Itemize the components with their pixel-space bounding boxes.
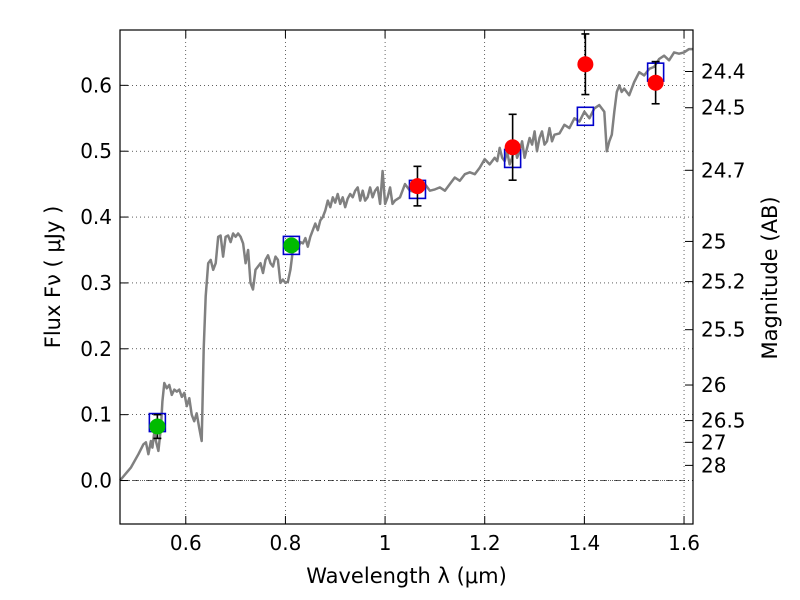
y2-tick-label: 24.7 <box>701 158 746 182</box>
observed-flux-point <box>283 237 300 254</box>
y-tick-label: 0.5 <box>80 139 112 163</box>
x-tick-label: 0.8 <box>270 531 302 555</box>
observed-flux-point <box>647 74 664 91</box>
x-tick-label: 1.4 <box>568 531 600 555</box>
observed-photometry-points <box>149 33 664 440</box>
plot-frame <box>119 29 694 525</box>
y2-tick-label: 25.2 <box>701 270 746 294</box>
x-tick-label: 1 <box>379 531 392 555</box>
y2-tick-label: 28 <box>701 453 726 477</box>
y2-tick-label: 24.5 <box>701 96 746 120</box>
y-tick-label: 0.2 <box>80 337 112 361</box>
x-tick-label: 1.6 <box>668 531 700 555</box>
y2-tick-label: 26 <box>701 373 726 397</box>
y-axis-label: Flux Fν ( μJy ) <box>41 206 65 349</box>
y-tick-label: 0.6 <box>80 73 112 97</box>
x-tick-label: 0.6 <box>170 531 202 555</box>
model-spectrum-line <box>119 47 693 482</box>
observed-flux-point <box>504 139 521 156</box>
x-axis-label: Wavelength λ (μm) <box>306 564 507 588</box>
right-y-axis-label: Magnitude (AB) <box>758 196 782 359</box>
model-photometry-squares <box>148 62 665 433</box>
y2-tick-label: 24.4 <box>701 59 746 83</box>
y-tick-label: 0.1 <box>80 403 112 427</box>
observed-flux-point <box>149 418 166 435</box>
axis-ticks: 0.6 0.8 1 1.2 1.4 1.6 0.0 0.1 0.2 0.3 0.4 0.5 0.6 24.… <box>80 30 746 555</box>
y-tick-label: 0.4 <box>80 205 112 229</box>
y-tick-label: 0.3 <box>80 271 112 295</box>
y2-tick-label: 25 <box>701 229 726 253</box>
y-tick-label: 0.0 <box>80 469 112 493</box>
y2-tick-label: 25.5 <box>701 318 746 342</box>
model-flux-square <box>576 106 595 127</box>
y2-tick-label: 27 <box>701 430 726 454</box>
y2-tick-label: 26.5 <box>701 409 746 433</box>
observed-flux-point <box>409 178 426 195</box>
observed-flux-point <box>577 56 594 73</box>
x-tick-label: 1.2 <box>469 531 501 555</box>
